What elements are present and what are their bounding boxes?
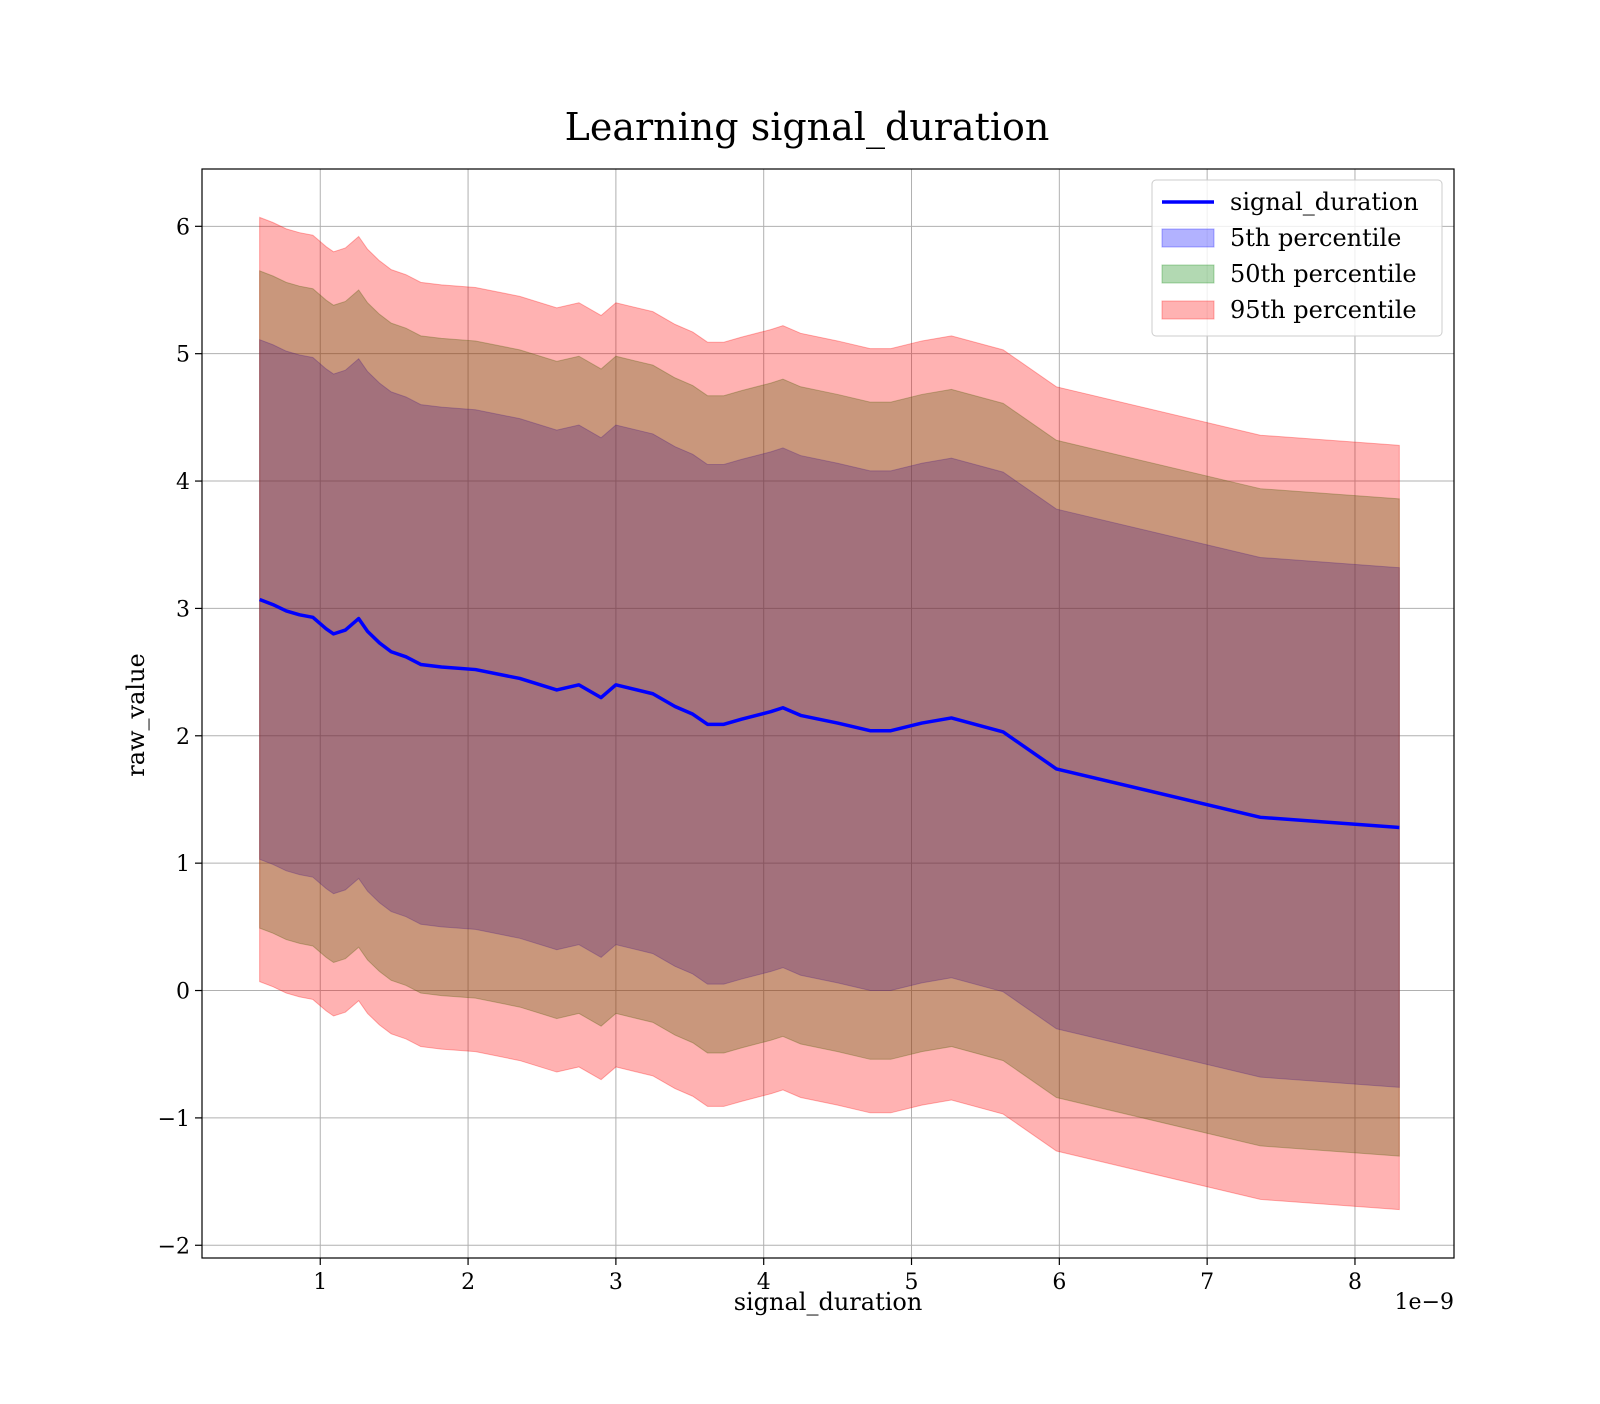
y-tick-label: 3 (176, 597, 190, 622)
axis-ticks: 1 2 3 4 5 6 7 8 −2 −1 0 1 2 3 4 5 6 (158, 215, 1362, 1295)
x-tick-label: 2 (461, 1270, 475, 1295)
legend-label-50th-percentile: 50th percentile (1230, 260, 1417, 288)
y-tick-label: −2 (158, 1234, 190, 1259)
y-tick-label: 1 (176, 852, 190, 877)
series-lines (259, 597, 1400, 830)
x-tick-label: 4 (757, 1270, 771, 1295)
y-tick-label: 2 (176, 725, 190, 750)
x-tick-label: 6 (1052, 1270, 1066, 1295)
5th-percentile-band (259, 338, 1400, 1088)
y-tick-label: 5 (176, 343, 190, 368)
legend-label-95th-percentile: 95th percentile (1230, 296, 1417, 324)
legend-swatch-5th-percentile (1161, 228, 1215, 248)
signal-duration-line (259, 597, 1400, 830)
legend-label-5th-percentile: 5th percentile (1230, 224, 1401, 252)
y-tick-label: 4 (176, 470, 190, 495)
legend-swatch-50th-percentile (1161, 264, 1215, 284)
grid (202, 169, 1454, 1258)
y-axis-label: raw_value (122, 653, 150, 777)
x-tick-label: 7 (1200, 1270, 1214, 1295)
legend-box (1151, 179, 1443, 337)
plot-frame (201, 168, 1455, 1259)
legend-label-signal-duration: signal_duration (1230, 188, 1419, 216)
y-tick-label: −1 (158, 1107, 190, 1132)
x-axis-offset-text: 1e−9 (1395, 1290, 1454, 1315)
x-tick-label: 3 (609, 1270, 623, 1295)
legend: signal_duration 5th percentile 50th percen… (1151, 179, 1443, 337)
percentile-bands (259, 216, 1400, 1211)
legend-swatch-95th-percentile (1161, 300, 1215, 320)
y-tick-label: 6 (176, 215, 190, 240)
x-tick-label: 5 (905, 1270, 919, 1295)
x-axis-label: signal_duration (734, 1288, 923, 1316)
chart-title: Learning signal_duration (565, 105, 1050, 150)
y-tick-label: 0 (176, 980, 190, 1005)
50th-percentile-band (259, 270, 1400, 1157)
x-tick-label: 1 (313, 1270, 327, 1295)
x-tick-label: 8 (1348, 1270, 1362, 1295)
95th-percentile-band (259, 216, 1400, 1211)
